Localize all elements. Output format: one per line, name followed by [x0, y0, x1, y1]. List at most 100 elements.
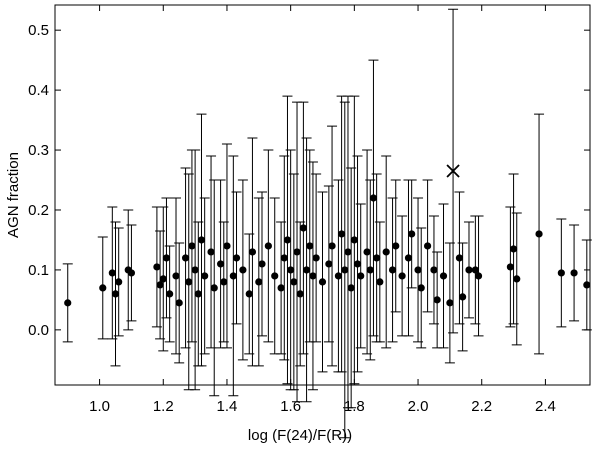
point: [338, 230, 346, 238]
point: [197, 236, 206, 244]
point: [191, 266, 199, 274]
point: [220, 278, 228, 286]
point: [474, 272, 483, 280]
point: [194, 290, 202, 298]
point: [283, 236, 292, 244]
point: [465, 266, 473, 274]
y-axis-label: AGN fraction: [5, 152, 22, 238]
point: [264, 242, 272, 250]
point: [156, 281, 164, 289]
point: [312, 254, 320, 262]
point: [382, 248, 390, 256]
point: [423, 242, 432, 250]
point: [223, 242, 231, 250]
point: [64, 299, 72, 307]
point: [159, 275, 167, 283]
point: [513, 275, 521, 283]
point: [535, 230, 543, 238]
point: [376, 278, 384, 286]
point: [245, 290, 253, 298]
point: [347, 284, 355, 292]
point: [506, 263, 514, 271]
point: [408, 230, 416, 238]
point: [207, 248, 215, 256]
point: [363, 248, 371, 256]
point: [459, 293, 467, 301]
x-tick-label: 1.2: [153, 398, 174, 415]
plot-frame: [54, 4, 591, 386]
point: [188, 242, 196, 250]
point: [318, 278, 327, 286]
point: [357, 272, 365, 280]
point: [509, 245, 518, 253]
point: [175, 299, 183, 307]
point: [277, 284, 285, 292]
point: [232, 254, 241, 262]
point: [353, 260, 362, 268]
point: [115, 278, 123, 286]
x-tick-label: 1.4: [217, 398, 238, 415]
x-tick-label: 2.4: [535, 398, 556, 415]
point: [328, 242, 336, 250]
point: [229, 272, 237, 280]
highlight-point: [446, 164, 460, 178]
point: [293, 248, 301, 256]
point: [455, 254, 464, 262]
point: [583, 281, 591, 289]
x-tick-label: 2.2: [471, 398, 492, 415]
point: [299, 224, 307, 232]
y-tick-label: 0.4: [28, 82, 49, 99]
point: [446, 299, 454, 307]
point: [341, 266, 349, 274]
point: [210, 284, 218, 292]
point: [172, 272, 180, 280]
point: [430, 266, 438, 274]
point: [166, 290, 174, 298]
point: [414, 266, 422, 274]
point: [325, 260, 333, 268]
point: [350, 236, 358, 244]
point: [287, 266, 295, 274]
point: [201, 272, 209, 280]
point: [373, 254, 381, 262]
x-tick-label: 1.0: [89, 398, 110, 415]
point: [181, 254, 190, 262]
point: [271, 272, 279, 280]
y-tick-label: 0.3: [28, 142, 49, 159]
point: [392, 242, 400, 250]
point: [557, 269, 565, 277]
point: [439, 272, 448, 280]
point: [334, 272, 343, 280]
point: [99, 284, 107, 292]
point: [185, 278, 193, 286]
point: [309, 272, 317, 280]
point: [248, 248, 257, 256]
point: [344, 248, 352, 256]
point: [111, 290, 120, 298]
x-tick-label: 1.6: [280, 398, 301, 415]
y-tick-label: 0.5: [28, 22, 49, 39]
point: [162, 254, 171, 262]
y-tick-label: 0.2: [28, 202, 49, 219]
point: [258, 260, 266, 268]
point: [369, 194, 378, 202]
y-tick-label: 0.1: [28, 262, 49, 279]
x-tick-label: 2.0: [408, 398, 429, 415]
point: [306, 242, 314, 250]
point: [433, 296, 441, 304]
point: [404, 254, 413, 262]
point: [302, 266, 311, 274]
x-axis-label: log (F(24)/F(R)): [248, 427, 352, 444]
point: [216, 260, 225, 268]
point: [239, 266, 247, 274]
point: [388, 266, 397, 274]
x-tick-label: 1.8: [344, 398, 365, 415]
point: [280, 254, 288, 262]
point: [255, 278, 263, 286]
y-tick-label: 0.0: [28, 322, 49, 339]
point: [471, 266, 479, 274]
point: [570, 269, 578, 277]
point: [108, 269, 116, 277]
point: [290, 278, 298, 286]
